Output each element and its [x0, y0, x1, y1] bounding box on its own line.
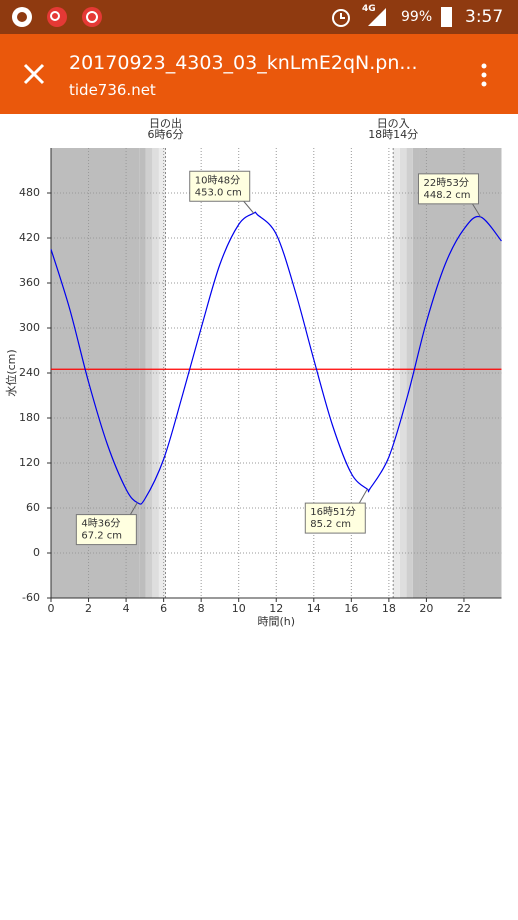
y-tick-label: 420 — [19, 231, 40, 244]
callout-level: 448.2 cm — [423, 190, 470, 201]
y-tick-label: 300 — [19, 321, 40, 334]
y-tick-label: 180 — [19, 411, 40, 424]
tide-chart: 日の出6時6分日の入18時14分-60060120180240300360420… — [5, 117, 502, 628]
battery-level: 99% — [401, 9, 433, 25]
y-tick-label: 480 — [19, 186, 40, 199]
x-tick-label: 12 — [269, 602, 283, 615]
x-tick-label: 2 — [85, 602, 92, 615]
x-tick-label: 16 — [344, 602, 358, 615]
callout-time: 10時48分 — [195, 174, 240, 186]
callout-pointer — [243, 200, 255, 214]
callout-time: 22時53分 — [423, 177, 468, 189]
callout-box — [189, 170, 251, 202]
callout-level: 85.2 cm — [310, 519, 351, 530]
y-tick-label: 0 — [33, 546, 40, 559]
clock: 3:57 — [465, 7, 504, 27]
x-tick-label: 18 — [382, 602, 396, 615]
callout-box — [417, 173, 479, 205]
x-tick-label: 4 — [123, 602, 130, 615]
y-axis-title: 水位(cm) — [5, 349, 18, 396]
x-tick-label: 0 — [48, 602, 55, 615]
callout-box — [75, 514, 137, 546]
site-url: tide736.net — [69, 81, 156, 99]
callout-level: 67.2 cm — [81, 531, 122, 542]
sun-time: 18時14分 — [368, 128, 418, 141]
x-tick-label: 14 — [307, 602, 321, 615]
callout-time: 16時51分 — [310, 506, 355, 518]
callout-level: 453.0 cm — [195, 187, 242, 198]
x-tick-label: 22 — [457, 602, 471, 615]
close-button[interactable] — [22, 62, 46, 86]
twilight — [152, 148, 159, 598]
x-axis-title: 時間(h) — [257, 615, 295, 628]
twilight — [406, 148, 413, 598]
twilight — [412, 148, 420, 598]
twilight — [399, 148, 407, 598]
twilight — [145, 148, 153, 598]
y-tick-label: 120 — [19, 456, 40, 469]
app-bar: 20170923_4303_03_knLmE2qN.pn... tide736.… — [0, 34, 518, 114]
battery-icon — [441, 7, 452, 27]
callout-pointer — [358, 488, 368, 504]
x-tick-label: 6 — [160, 602, 167, 615]
x-tick-label: 20 — [419, 602, 433, 615]
network: 4G — [362, 4, 376, 14]
menu-button[interactable] — [478, 62, 490, 88]
system-icons — [332, 8, 386, 27]
notification-icons — [12, 7, 102, 27]
callout-time: 4時36分 — [81, 518, 120, 530]
file-title: 20170923_4303_03_knLmE2qN.pn... — [69, 52, 418, 74]
sun-label: 日の出 — [149, 117, 182, 130]
tide-curve — [50, 211, 502, 505]
y-tick-label: 360 — [19, 276, 40, 289]
twilight — [139, 148, 146, 598]
callout-box — [304, 502, 366, 534]
callout-pointer — [129, 502, 138, 515]
y-tick-label: 240 — [19, 366, 40, 379]
y-tick-label: -60 — [22, 591, 40, 604]
y-tick-label: 60 — [26, 501, 40, 514]
sun-label: 日の入 — [377, 117, 410, 130]
callout-pointer — [472, 203, 481, 218]
x-tick-label: 8 — [198, 602, 205, 615]
status-bar: 4G 99% 3:57 — [0, 0, 518, 34]
sun-time: 6時6分 — [148, 128, 184, 141]
x-tick-label: 10 — [232, 602, 246, 615]
